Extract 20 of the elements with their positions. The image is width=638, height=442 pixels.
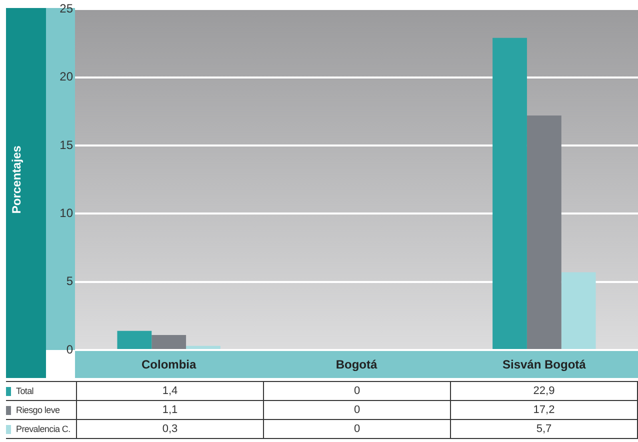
data-label: 0 <box>264 400 450 420</box>
legend-label: Riesgo leve <box>6 400 76 420</box>
data-label: 0 <box>264 382 450 400</box>
legend-label: Total <box>6 382 76 400</box>
data-label: 22,9 <box>450 382 638 400</box>
legend-label: Prevalencia C. <box>6 420 76 438</box>
data-label: 17,2 <box>450 400 638 420</box>
data-label: 1,1 <box>76 400 264 420</box>
y-tick-label: 15 <box>60 138 74 152</box>
y-tick-label: 20 <box>60 70 74 84</box>
y-axis-title: Porcentajes <box>10 145 24 214</box>
y-tick-label: 10 <box>60 206 74 220</box>
data-label: 0 <box>264 420 450 438</box>
x-tick-label: Bogotá <box>336 358 378 372</box>
x-tick-label: Colombia <box>141 358 196 372</box>
data-label: 0,3 <box>76 420 264 438</box>
data-label: 1,4 <box>76 382 264 400</box>
x-tick-label: Sisván Bogotá <box>502 358 586 372</box>
data-label: 5,7 <box>450 420 638 438</box>
y-tick-label: 5 <box>66 274 74 288</box>
